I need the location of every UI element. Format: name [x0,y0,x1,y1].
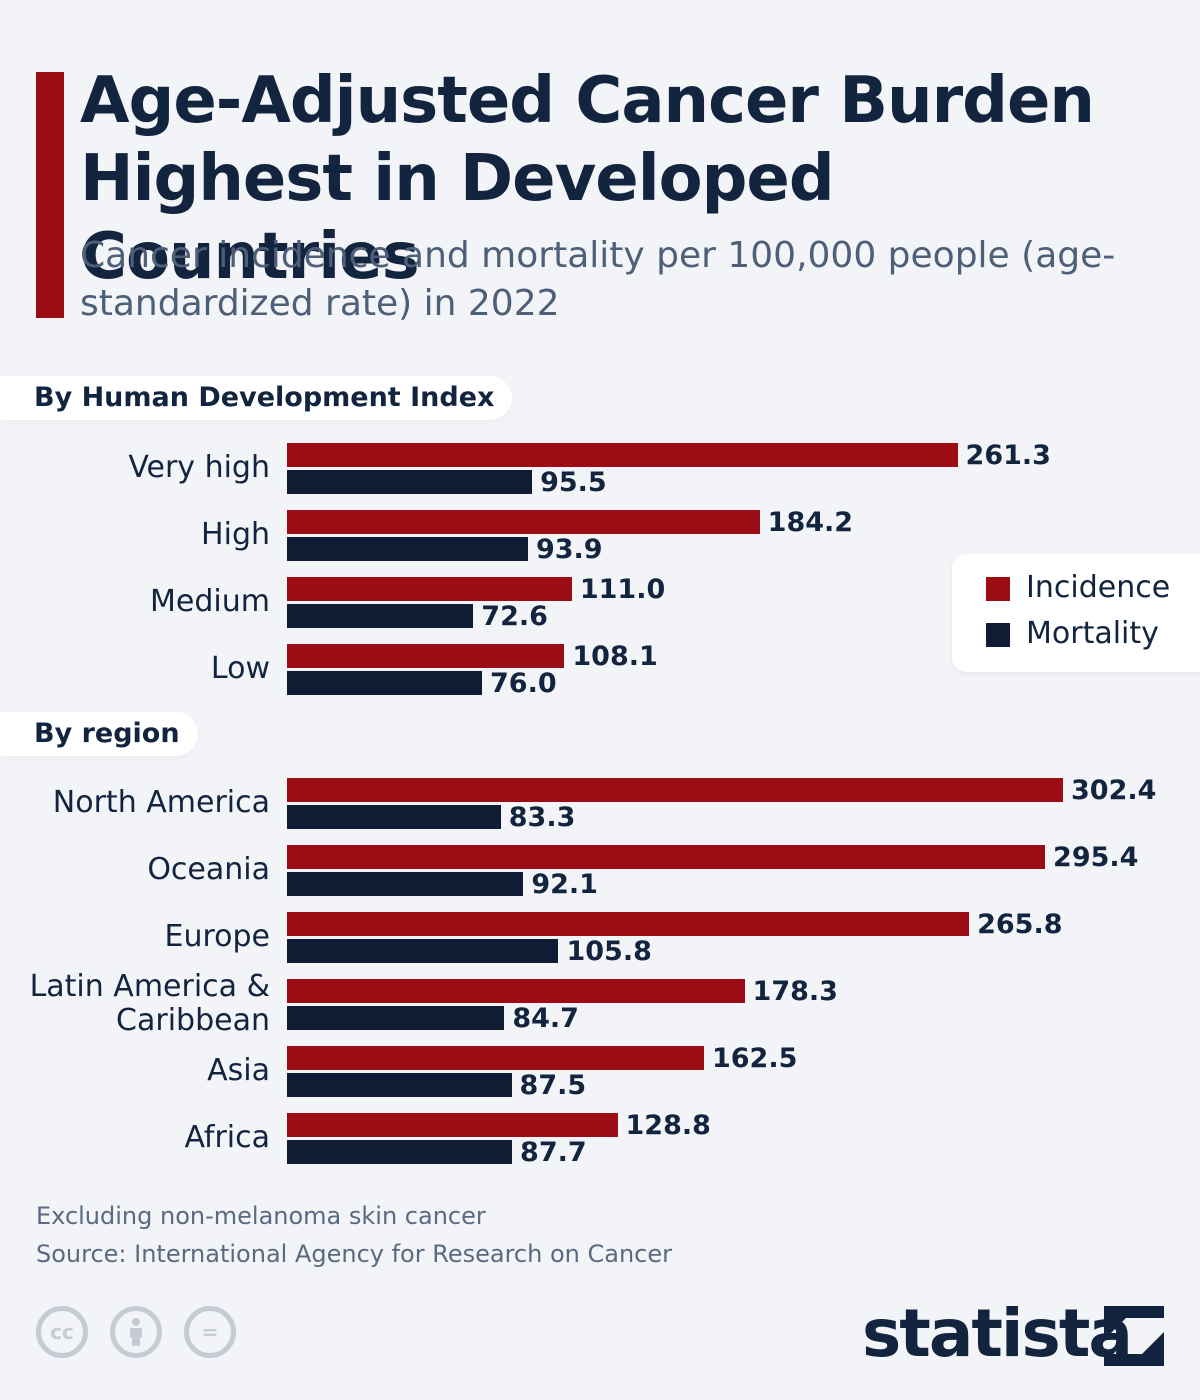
title-accent-bar [36,72,64,318]
value-label-incidence-asia: 162.5 [711,1043,798,1074]
chart-title: Age-Adjusted Cancer Burden Highest in De… [80,64,1095,294]
statista-logo-mark-icon [1104,1306,1164,1366]
nd-icon: = [184,1306,236,1358]
category-label-oceania: Oceania [147,852,270,887]
footnote: Excluding non-melanoma skin cancer [36,1202,486,1230]
bar-mortality-oceania [287,872,524,896]
category-label-africa: Africa [184,1120,270,1155]
bar-incidence-africa [287,1113,618,1137]
bar-mortality-europe [287,939,559,963]
bar-incidence-medium [287,577,572,601]
value-label-mortality-europe: 105.8 [566,936,652,967]
value-label-mortality-oceania: 92.1 [531,869,598,900]
bar-incidence-oceania [287,845,1046,869]
value-label-mortality-latin-america-and-caribbean: 84.7 [512,1003,579,1034]
value-label-mortality-very-high: 95.5 [540,467,607,498]
bar-incidence-europe [287,912,970,936]
category-label-europe: Europe [164,919,271,954]
bar-mortality-africa [287,1140,513,1164]
value-label-incidence-africa: 128.8 [625,1110,711,1141]
bar-mortality-very-high [287,470,533,494]
source-text: Source: International Agency for Researc… [36,1240,672,1268]
legend-label-incidence: Incidence [1026,570,1171,605]
category-label-very-high: Very high [128,450,270,485]
value-label-incidence-europe: 265.8 [977,909,1063,940]
legend: Incidence Mortality [952,554,1200,672]
bar-incidence-north-america [287,778,1063,802]
value-label-mortality-north-america: 83.3 [508,802,576,833]
value-label-mortality-high: 93.9 [535,534,603,565]
bar-mortality-north-america [287,805,501,829]
section-label-hdi: By Human Development Index [0,376,513,420]
bar-incidence-high [287,510,760,534]
bar-mortality-medium [287,604,474,628]
value-label-incidence-medium: 111.0 [579,574,666,605]
bar-mortality-high [287,537,528,561]
value-label-mortality-asia: 87.5 [519,1070,587,1101]
chart-subtitle: Cancer incidence and mortality per 100,0… [80,235,1116,324]
statista-logo[interactable]: statista [862,1295,1133,1372]
cc-icon: cc [36,1306,88,1358]
bar-mortality-latin-america-and-caribbean [287,1006,505,1030]
person-icon [130,1318,142,1346]
value-label-mortality-low: 76.0 [490,668,557,699]
bar-mortality-low [287,671,483,695]
bar-incidence-asia [287,1046,704,1070]
category-label-medium: Medium [150,584,270,619]
category-label-low: Low [210,651,270,686]
category-label-asia: Asia [207,1053,270,1088]
section-label-region: By region [0,712,198,756]
value-label-incidence-high: 184.2 [767,507,854,538]
value-label-incidence-latin-america-and-caribbean: 178.3 [752,976,838,1007]
legend-label-mortality: Mortality [1026,616,1159,651]
bar-mortality-asia [287,1073,512,1097]
bar-incidence-low [287,644,565,668]
by-icon [110,1306,162,1358]
category-label-north-america: North America [52,785,270,820]
category-label-latin-america-and-caribbean: Latin America & Caribbean [29,969,270,1038]
bar-incidence-latin-america-and-caribbean [287,979,745,1003]
bar-incidence-very-high [287,443,958,467]
value-label-mortality-africa: 87.7 [520,1137,587,1168]
value-label-mortality-medium: 72.6 [481,601,548,632]
value-label-incidence-low: 108.1 [572,641,658,672]
legend-swatch-incidence [986,577,1010,601]
value-label-incidence-north-america: 302.4 [1071,775,1157,806]
legend-swatch-mortality [986,623,1010,647]
value-label-incidence-very-high: 261.3 [965,440,1051,471]
category-label-high: High [201,517,270,552]
value-label-incidence-oceania: 295.4 [1053,842,1139,873]
